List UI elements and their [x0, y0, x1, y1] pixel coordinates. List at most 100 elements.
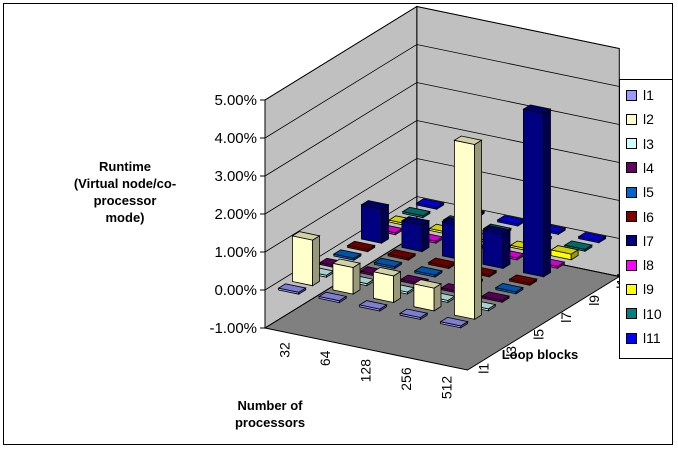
z-tick-label: 2.00%: [214, 206, 257, 223]
legend-item-l1: l1: [626, 87, 654, 103]
legend-label: l11: [643, 330, 661, 346]
legend-item-l2: l2: [626, 111, 654, 127]
legend-label: l10: [643, 305, 662, 322]
x-tick-label: 256: [398, 367, 414, 391]
legend-swatch: [626, 235, 637, 247]
depth-tick-label: l3: [503, 346, 519, 357]
bar-top: [415, 198, 445, 208]
bar-top: [373, 257, 403, 268]
bar-top: [453, 135, 483, 145]
x-tick-label: 64: [317, 350, 333, 366]
bar-l1-512: [439, 316, 469, 329]
bar-top: [387, 249, 417, 259]
legend-label: l8: [643, 257, 654, 274]
z-tick-label: 0.00%: [214, 282, 257, 299]
legend-label: l6: [643, 208, 654, 225]
legend-item-l6: l6: [626, 209, 654, 225]
bar-l2-512: [453, 135, 483, 321]
legend-label: l7: [643, 232, 654, 249]
bar-top: [346, 240, 376, 251]
bar-side: [381, 203, 389, 244]
legend-label: l3: [643, 135, 654, 152]
legend-item-l4: l4: [626, 160, 654, 176]
bar-top: [358, 300, 388, 310]
legend-swatch: [626, 186, 637, 198]
bar-l10-512: [563, 240, 593, 253]
bar-side: [312, 235, 320, 287]
bar-top: [291, 231, 321, 241]
legend-swatch: [626, 162, 637, 174]
bar-top: [399, 308, 429, 318]
bars: [277, 104, 607, 329]
bar-l2-64: [331, 258, 362, 295]
bar-l5-64: [373, 257, 403, 270]
bar-top: [401, 206, 431, 217]
y-axis-title: Loop blocks: [502, 347, 579, 362]
bar-top: [318, 291, 348, 302]
legend-item-l3: l3: [626, 136, 654, 152]
z-axis-ticks: -1.00% 0.00% 1.00% 2.00% 3.00% 4.00% 5.00%: [209, 92, 265, 337]
legend-label: l9: [643, 281, 654, 298]
bar-top: [360, 200, 390, 210]
z-axis-title: Runtime (Virtual node/co-processor mode): [74, 159, 176, 225]
bar-l7-256: [481, 225, 512, 270]
bar-l11-32: [415, 198, 445, 210]
bar-top: [522, 104, 552, 114]
legend-item-l11: l11: [626, 330, 661, 346]
gridline: [264, 120, 620, 215]
gridline: [264, 82, 620, 177]
x-tick-label: 128: [357, 359, 373, 383]
bar-l7-512: [522, 104, 552, 278]
bar-top: [400, 216, 431, 226]
bar-l9-512: [549, 245, 580, 261]
depth-tick-label: l9: [586, 295, 602, 306]
bar-front: [401, 220, 423, 253]
bar-top: [563, 240, 593, 250]
bar-top: [494, 282, 524, 293]
bar-front: [453, 139, 476, 320]
legend-swatch: [626, 211, 637, 222]
bar-top: [577, 231, 607, 242]
legend-item-l7: l7: [626, 233, 654, 249]
bar-top: [508, 274, 538, 284]
bar-side: [421, 219, 430, 253]
bar-l2-256: [412, 279, 443, 312]
bar-l1-32: [277, 283, 307, 295]
x-axis-title: Number of processors: [235, 398, 305, 430]
bar-l1-64: [318, 291, 348, 304]
bar-l6-512: [508, 274, 538, 287]
bar-l10-32: [401, 206, 431, 219]
legend-item-l8: l8: [626, 257, 654, 273]
bar-front: [360, 204, 383, 244]
bar-l6-128: [427, 257, 457, 270]
bar-l6-64: [387, 249, 417, 261]
z-tick-label: 5.00%: [214, 92, 257, 109]
gridline: [264, 158, 620, 253]
bar-front: [291, 235, 314, 287]
gridline: [264, 6, 620, 101]
bar-l6-32: [346, 240, 376, 253]
depth-tick-label: l5: [531, 329, 547, 340]
legend-label: l4: [643, 159, 654, 176]
legend: l1 l2 l3 l4 l5 l6 l7 l8 l9 l10 l11: [619, 79, 673, 359]
bar-top: [549, 245, 580, 255]
legend-label: l2: [643, 111, 654, 128]
bar-front: [372, 271, 395, 303]
legend-label: l1: [643, 87, 654, 103]
legend-swatch: [626, 259, 637, 271]
bar-front: [482, 229, 504, 269]
bar-top: [277, 283, 307, 293]
z-tick-label: -1.00%: [209, 320, 257, 337]
bar-top: [412, 279, 443, 289]
z-tick-label: 1.00%: [214, 244, 257, 261]
x-tick-label: 512: [438, 376, 454, 400]
bar-top: [413, 266, 443, 276]
legend-swatch: [626, 283, 637, 295]
bar-l5-32: [332, 249, 362, 261]
bar-l5-128: [413, 266, 443, 278]
x-axis-ticks: 32 64 128 256 512: [276, 342, 454, 399]
bar-top: [331, 258, 362, 268]
legend-swatch: [626, 89, 637, 101]
legend-swatch: [626, 308, 637, 320]
